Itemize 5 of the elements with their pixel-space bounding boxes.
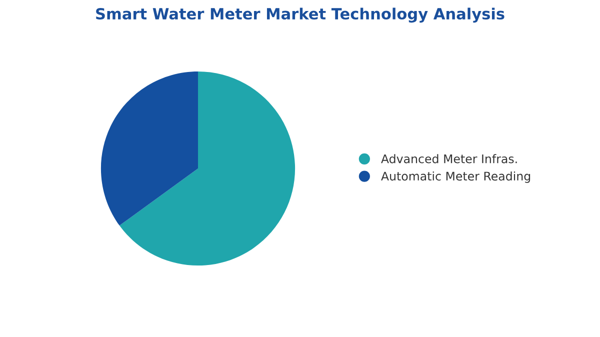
legend-label: Automatic Meter Reading [381,171,530,183]
pie-slice [100,71,198,226]
chart-title: Smart Water Meter Market Technology Analysis [96,8,504,23]
pie-slice [119,71,296,266]
legend-label: Advanced Meter Infras. [381,154,517,164]
